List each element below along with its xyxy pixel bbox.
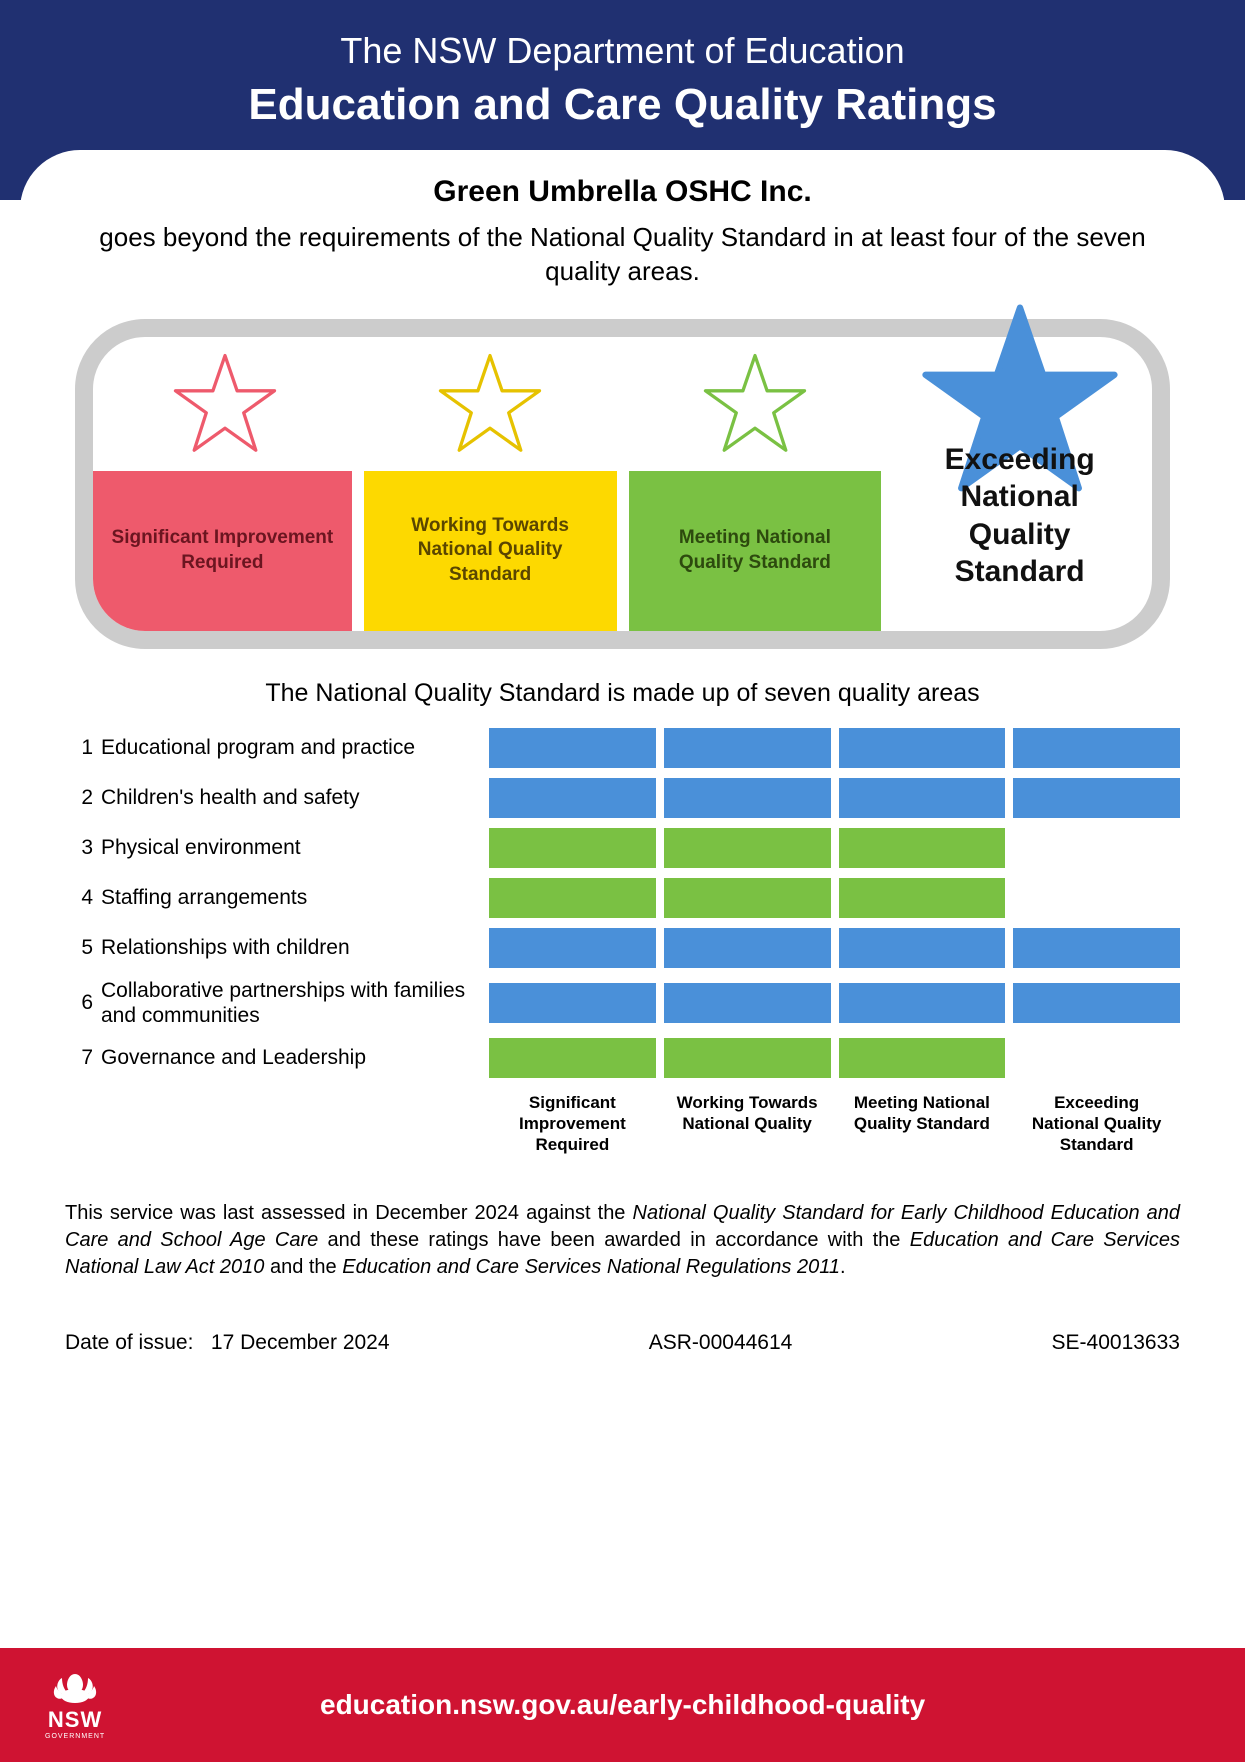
qa-cell xyxy=(489,1038,656,1078)
qa-cell xyxy=(839,983,1006,1023)
qa-cell xyxy=(1013,878,1180,918)
qa-cell xyxy=(839,928,1006,968)
header-line1: The NSW Department of Education xyxy=(20,30,1225,72)
column-header: Significant Improvement Required xyxy=(489,1088,656,1160)
rating-star-wrap xyxy=(170,337,280,472)
qa-cell xyxy=(664,778,831,818)
column-header: Exceeding National Quality Standard xyxy=(1013,1088,1180,1160)
qa-cell xyxy=(664,728,831,768)
qa-label: Children's health and safety xyxy=(101,785,481,810)
qa-label: Relationships with children xyxy=(101,935,481,960)
qa-label: Physical environment xyxy=(101,835,481,860)
qa-num: 1 xyxy=(65,736,93,760)
qa-cell xyxy=(839,878,1006,918)
qa-cell xyxy=(1013,1038,1180,1078)
qa-label: Staffing arrangements xyxy=(101,885,481,910)
qa-num: 4 xyxy=(65,886,93,910)
star-icon xyxy=(435,349,545,459)
nsw-logo: NSW GOVERNMENT xyxy=(45,1670,105,1740)
nsw-logo-sub: GOVERNMENT xyxy=(45,1733,105,1740)
meta-ref1: ASR-00044614 xyxy=(649,1331,793,1355)
rating-level-wt: Working Towards National Quality Standar… xyxy=(358,337,623,631)
disclaimer-mid1: and these ratings have been awarded in a… xyxy=(318,1229,909,1251)
rating-star-wrap xyxy=(700,337,810,472)
column-header: Working Towards National Quality xyxy=(664,1088,831,1160)
service-tagline: goes beyond the requirements of the Nati… xyxy=(65,221,1180,289)
waratah-icon xyxy=(50,1670,100,1705)
service-name: Green Umbrella OSHC Inc. xyxy=(65,175,1180,209)
qa-cell xyxy=(489,728,656,768)
rating-level-m: Meeting National Quality Standard xyxy=(623,337,888,631)
rating-level-label: Significant Improvement Required xyxy=(93,471,352,631)
qa-num: 5 xyxy=(65,936,93,960)
rating-pill: Significant Improvement Required Working… xyxy=(75,319,1170,649)
footer: NSW GOVERNMENT education.nsw.gov.au/earl… xyxy=(0,1648,1245,1762)
disclaimer: This service was last assessed in Decemb… xyxy=(65,1200,1180,1281)
rating-level-sir: Significant Improvement Required xyxy=(93,337,358,631)
qa-label: Educational program and practice xyxy=(101,735,481,760)
column-headers-row: Significant Improvement RequiredWorking … xyxy=(65,1088,1180,1160)
qa-cell xyxy=(1013,928,1180,968)
rating-level-label: Meeting National Quality Standard xyxy=(629,471,882,631)
meta-date: Date of issue: 17 December 2024 xyxy=(65,1331,390,1355)
qa-num: 3 xyxy=(65,836,93,860)
qa-cell xyxy=(664,878,831,918)
qa-cell xyxy=(839,728,1006,768)
footer-url: education.nsw.gov.au/early-childhood-qua… xyxy=(145,1689,1100,1721)
rating-level-ex: Exceeding National Quality Standard xyxy=(887,337,1152,631)
qa-cell xyxy=(1013,728,1180,768)
nsw-logo-text: NSW xyxy=(48,1707,102,1733)
meta-ref2: SE-40013633 xyxy=(1052,1331,1180,1355)
qa-cell xyxy=(489,928,656,968)
qa-num: 6 xyxy=(65,991,93,1015)
qa-cell xyxy=(664,983,831,1023)
rating-pill-inner: Significant Improvement Required Working… xyxy=(93,337,1152,631)
column-header: Meeting National Quality Standard xyxy=(839,1088,1006,1160)
meta-date-label: Date of issue: xyxy=(65,1331,193,1354)
rating-level-label: Working Towards National Quality Standar… xyxy=(364,471,617,631)
qa-cell xyxy=(839,1038,1006,1078)
qa-label: Collaborative partnerships with families… xyxy=(101,978,481,1028)
qa-label: Governance and Leadership xyxy=(101,1045,481,1070)
qa-cell xyxy=(839,778,1006,818)
quality-areas-grid: 1 Educational program and practice 2 Childr… xyxy=(65,728,1180,1078)
qa-cell xyxy=(1013,828,1180,868)
qa-cell xyxy=(489,778,656,818)
disclaimer-ital3: Education and Care Services National Reg… xyxy=(342,1256,840,1278)
qa-cell xyxy=(1013,778,1180,818)
section-title: The National Quality Standard is made up… xyxy=(65,679,1180,708)
qa-cell xyxy=(839,828,1006,868)
star-icon xyxy=(700,349,810,459)
meta-date-value: 17 December 2024 xyxy=(211,1331,390,1354)
page: The NSW Department of Education Educatio… xyxy=(0,0,1245,1762)
qa-cell xyxy=(489,828,656,868)
disclaimer-prefix: This service was last assessed in Decemb… xyxy=(65,1202,633,1224)
qa-cell xyxy=(664,928,831,968)
star-icon xyxy=(170,349,280,459)
rating-level-label: Exceeding National Quality Standard xyxy=(893,431,1146,601)
main-card: Green Umbrella OSHC Inc. goes beyond the… xyxy=(20,150,1225,1648)
disclaimer-suffix: . xyxy=(840,1256,846,1278)
qa-cell xyxy=(489,878,656,918)
qa-num: 2 xyxy=(65,786,93,810)
disclaimer-mid2: and the xyxy=(264,1256,342,1278)
qa-cell xyxy=(1013,983,1180,1023)
qa-cell xyxy=(664,1038,831,1078)
qa-num: 7 xyxy=(65,1046,93,1070)
rating-star-wrap xyxy=(435,337,545,472)
qa-cell xyxy=(664,828,831,868)
qa-cell xyxy=(489,983,656,1023)
meta-row: Date of issue: 17 December 2024 ASR-0004… xyxy=(65,1331,1180,1355)
header-line2: Education and Care Quality Ratings xyxy=(20,80,1225,130)
